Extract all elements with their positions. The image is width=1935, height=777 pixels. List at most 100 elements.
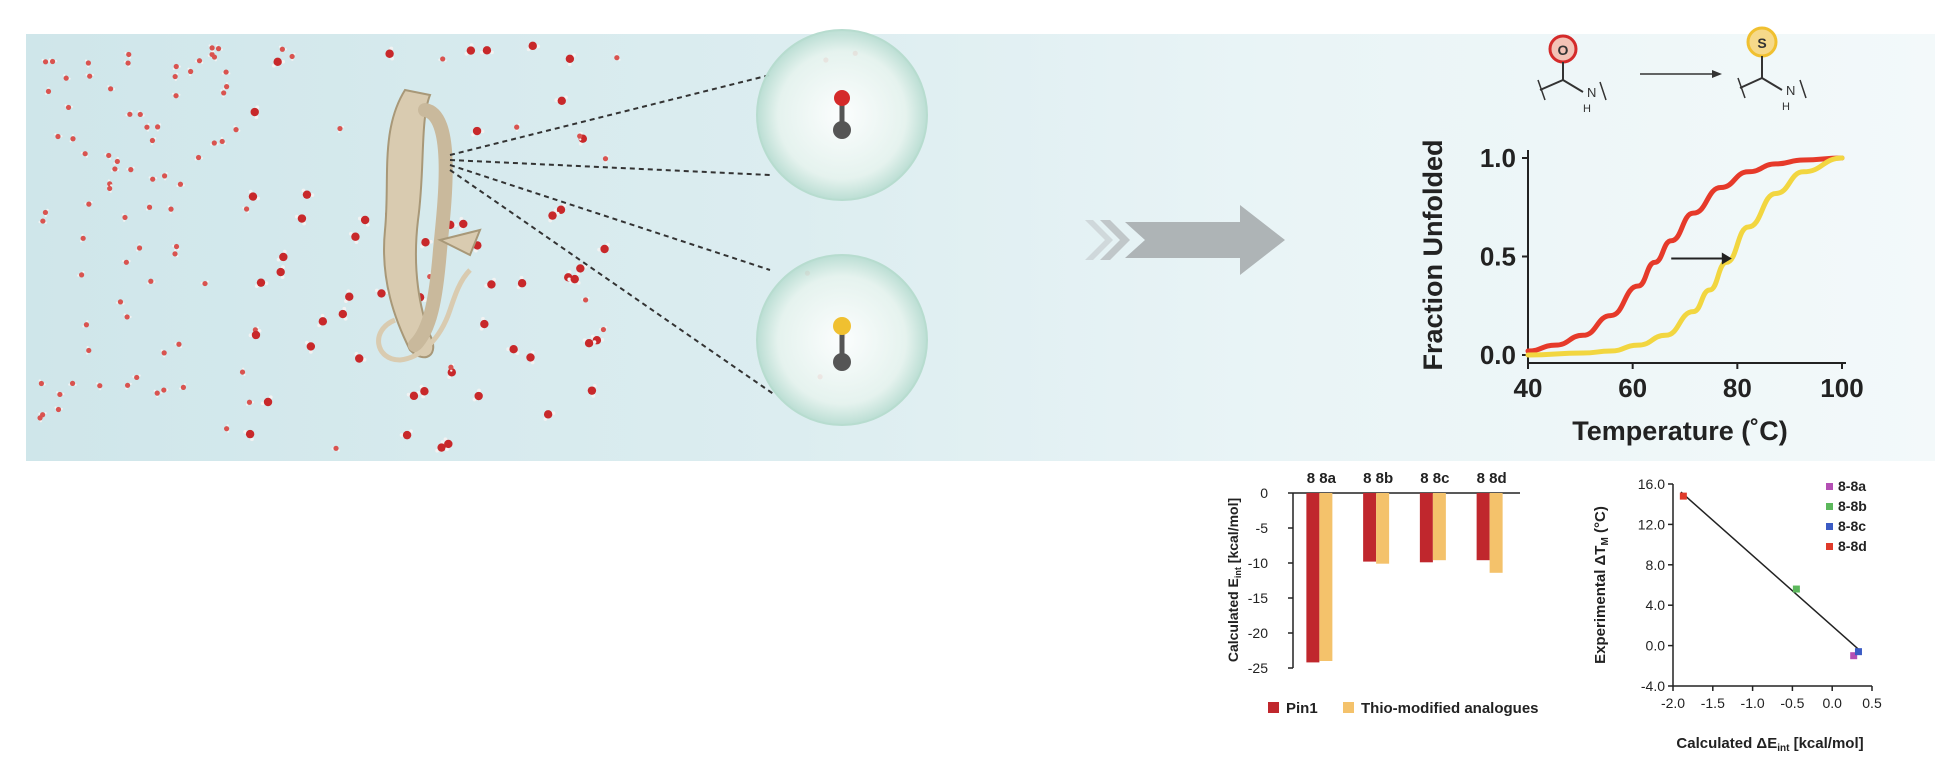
fit-line — [1680, 491, 1861, 652]
water-oxygen-icon — [472, 126, 482, 136]
water-oxygen-icon — [355, 354, 364, 363]
water-hydrogen-icon — [179, 387, 182, 390]
water-hydrogen-icon — [214, 59, 217, 62]
water-hydrogen-icon — [62, 392, 65, 396]
y-tick-label: 16.0 — [1638, 476, 1665, 492]
water-hydrogen-icon — [256, 196, 261, 201]
water-oxygen-icon — [421, 238, 430, 247]
x-axis-label: Calculated ΔEint [kcal/mol] — [1676, 735, 1863, 754]
water-hydrogen-icon — [87, 65, 90, 68]
water-oxygen-icon — [86, 347, 92, 354]
water-hydrogen-icon — [421, 394, 425, 399]
water-hydrogen-icon — [178, 65, 181, 68]
sulfur-solvation-bubble — [756, 254, 928, 426]
legend-label: 8-8b — [1838, 498, 1867, 514]
water-oxygen-icon — [482, 46, 492, 55]
water-oxygen-icon — [196, 58, 203, 64]
water-oxygen-icon — [444, 439, 453, 449]
water-hydrogen-icon — [137, 110, 140, 113]
water-oxygen-icon — [82, 151, 88, 157]
y-axis-label-subscript: M — [1600, 537, 1611, 545]
water-hydrogen-icon — [172, 244, 175, 248]
water-hydrogen-icon — [125, 387, 128, 390]
water-oxygen-icon — [173, 63, 179, 70]
y-tick-label: 0.0 — [1646, 638, 1666, 654]
water-hydrogen-icon — [250, 437, 254, 442]
water-hydrogen-icon — [280, 275, 285, 280]
water-oxygen-icon — [219, 138, 225, 145]
water-hydrogen-icon — [142, 114, 145, 117]
water-hydrogen-icon — [71, 134, 75, 137]
y-tick-label: 4.0 — [1646, 597, 1666, 613]
water-oxygen-icon — [420, 387, 429, 396]
x-tick-label: 100 — [1820, 373, 1863, 403]
water-hydrogen-icon — [469, 43, 474, 48]
water-hydrogen-icon — [459, 226, 463, 231]
water-hydrogen-icon — [126, 167, 129, 171]
water-hydrogen-icon — [156, 129, 159, 132]
water-hydrogen-icon — [242, 206, 245, 209]
category-label: 8 8b — [1363, 470, 1393, 487]
water-hydrogen-icon — [337, 130, 341, 133]
water-oxygen-icon — [221, 90, 227, 96]
y-axis-label: Fraction Unfolded — [1418, 140, 1448, 371]
category-label: 8 8d — [1477, 470, 1507, 487]
y-tick-label: -25 — [1248, 660, 1268, 676]
water-hydrogen-icon — [108, 157, 112, 160]
hydrogen-label-left: H — [1583, 103, 1591, 115]
bar-pin1 — [1419, 493, 1433, 563]
water-oxygen-icon — [112, 166, 118, 172]
water-hydrogen-icon — [174, 78, 177, 82]
water-hydrogen-icon — [68, 383, 71, 386]
water-hydrogen-icon — [86, 346, 89, 349]
water-oxygen-icon — [528, 41, 537, 51]
bar-pin1 — [1306, 493, 1320, 663]
water-hydrogen-icon — [480, 129, 485, 134]
water-hydrogen-icon — [281, 59, 286, 64]
water-hydrogen-icon — [248, 189, 253, 194]
water-oxygen-icon — [86, 201, 92, 207]
water-oxygen-icon — [137, 111, 143, 118]
water-hydrogen-icon — [128, 65, 131, 68]
water-hydrogen-icon — [536, 44, 541, 49]
water-hydrogen-icon — [84, 202, 87, 205]
water-hydrogen-icon — [110, 184, 113, 187]
water-oxygen-icon — [318, 317, 328, 326]
water-hydrogen-icon — [519, 275, 524, 280]
water-oxygen-icon — [517, 279, 527, 288]
water-hydrogen-icon — [104, 153, 107, 156]
x-tick-label: -1.5 — [1701, 695, 1725, 711]
water-oxygen-icon — [124, 382, 131, 388]
water-hydrogen-icon — [248, 333, 253, 338]
water-oxygen-icon — [565, 54, 575, 64]
correlation-scatter-chart: 16.0 12.0 8.0 4.0 0.0 -4.0-2.0 -1.5 -1.0 -0.5 0.0… — [1592, 476, 1882, 754]
water-oxygen-icon — [107, 185, 113, 192]
water-hydrogen-icon — [116, 168, 120, 172]
water-hydrogen-icon — [567, 277, 572, 282]
water-hydrogen-icon — [399, 433, 404, 437]
water-oxygen-icon — [224, 426, 230, 432]
water-hydrogen-icon — [445, 447, 449, 452]
water-hydrogen-icon — [308, 350, 313, 354]
water-hydrogen-icon — [553, 208, 558, 213]
water-oxygen-icon — [38, 380, 45, 387]
water-oxygen-icon — [584, 338, 594, 348]
y-tick-label: 0.5 — [1480, 242, 1516, 272]
water-hydrogen-icon — [251, 401, 255, 404]
water-hydrogen-icon — [38, 412, 41, 415]
water-hydrogen-icon — [173, 249, 177, 252]
water-oxygen-icon — [345, 292, 354, 301]
water-oxygen-icon — [276, 267, 285, 277]
water-oxygen-icon — [161, 173, 168, 179]
sulfur-atom-label: S — [1757, 35, 1766, 51]
water-oxygen-icon — [177, 181, 184, 187]
water-oxygen-icon — [114, 158, 120, 165]
water-oxygen-icon — [40, 412, 46, 418]
y-axis-label-unit: (°C) — [1592, 506, 1609, 537]
water-hydrogen-icon — [138, 243, 141, 246]
y-tick-label: -10 — [1248, 555, 1268, 571]
water-hydrogen-icon — [282, 249, 287, 254]
water-hydrogen-icon — [150, 142, 154, 146]
water-oxygen-icon — [215, 46, 222, 52]
water-oxygen-icon — [614, 55, 620, 61]
